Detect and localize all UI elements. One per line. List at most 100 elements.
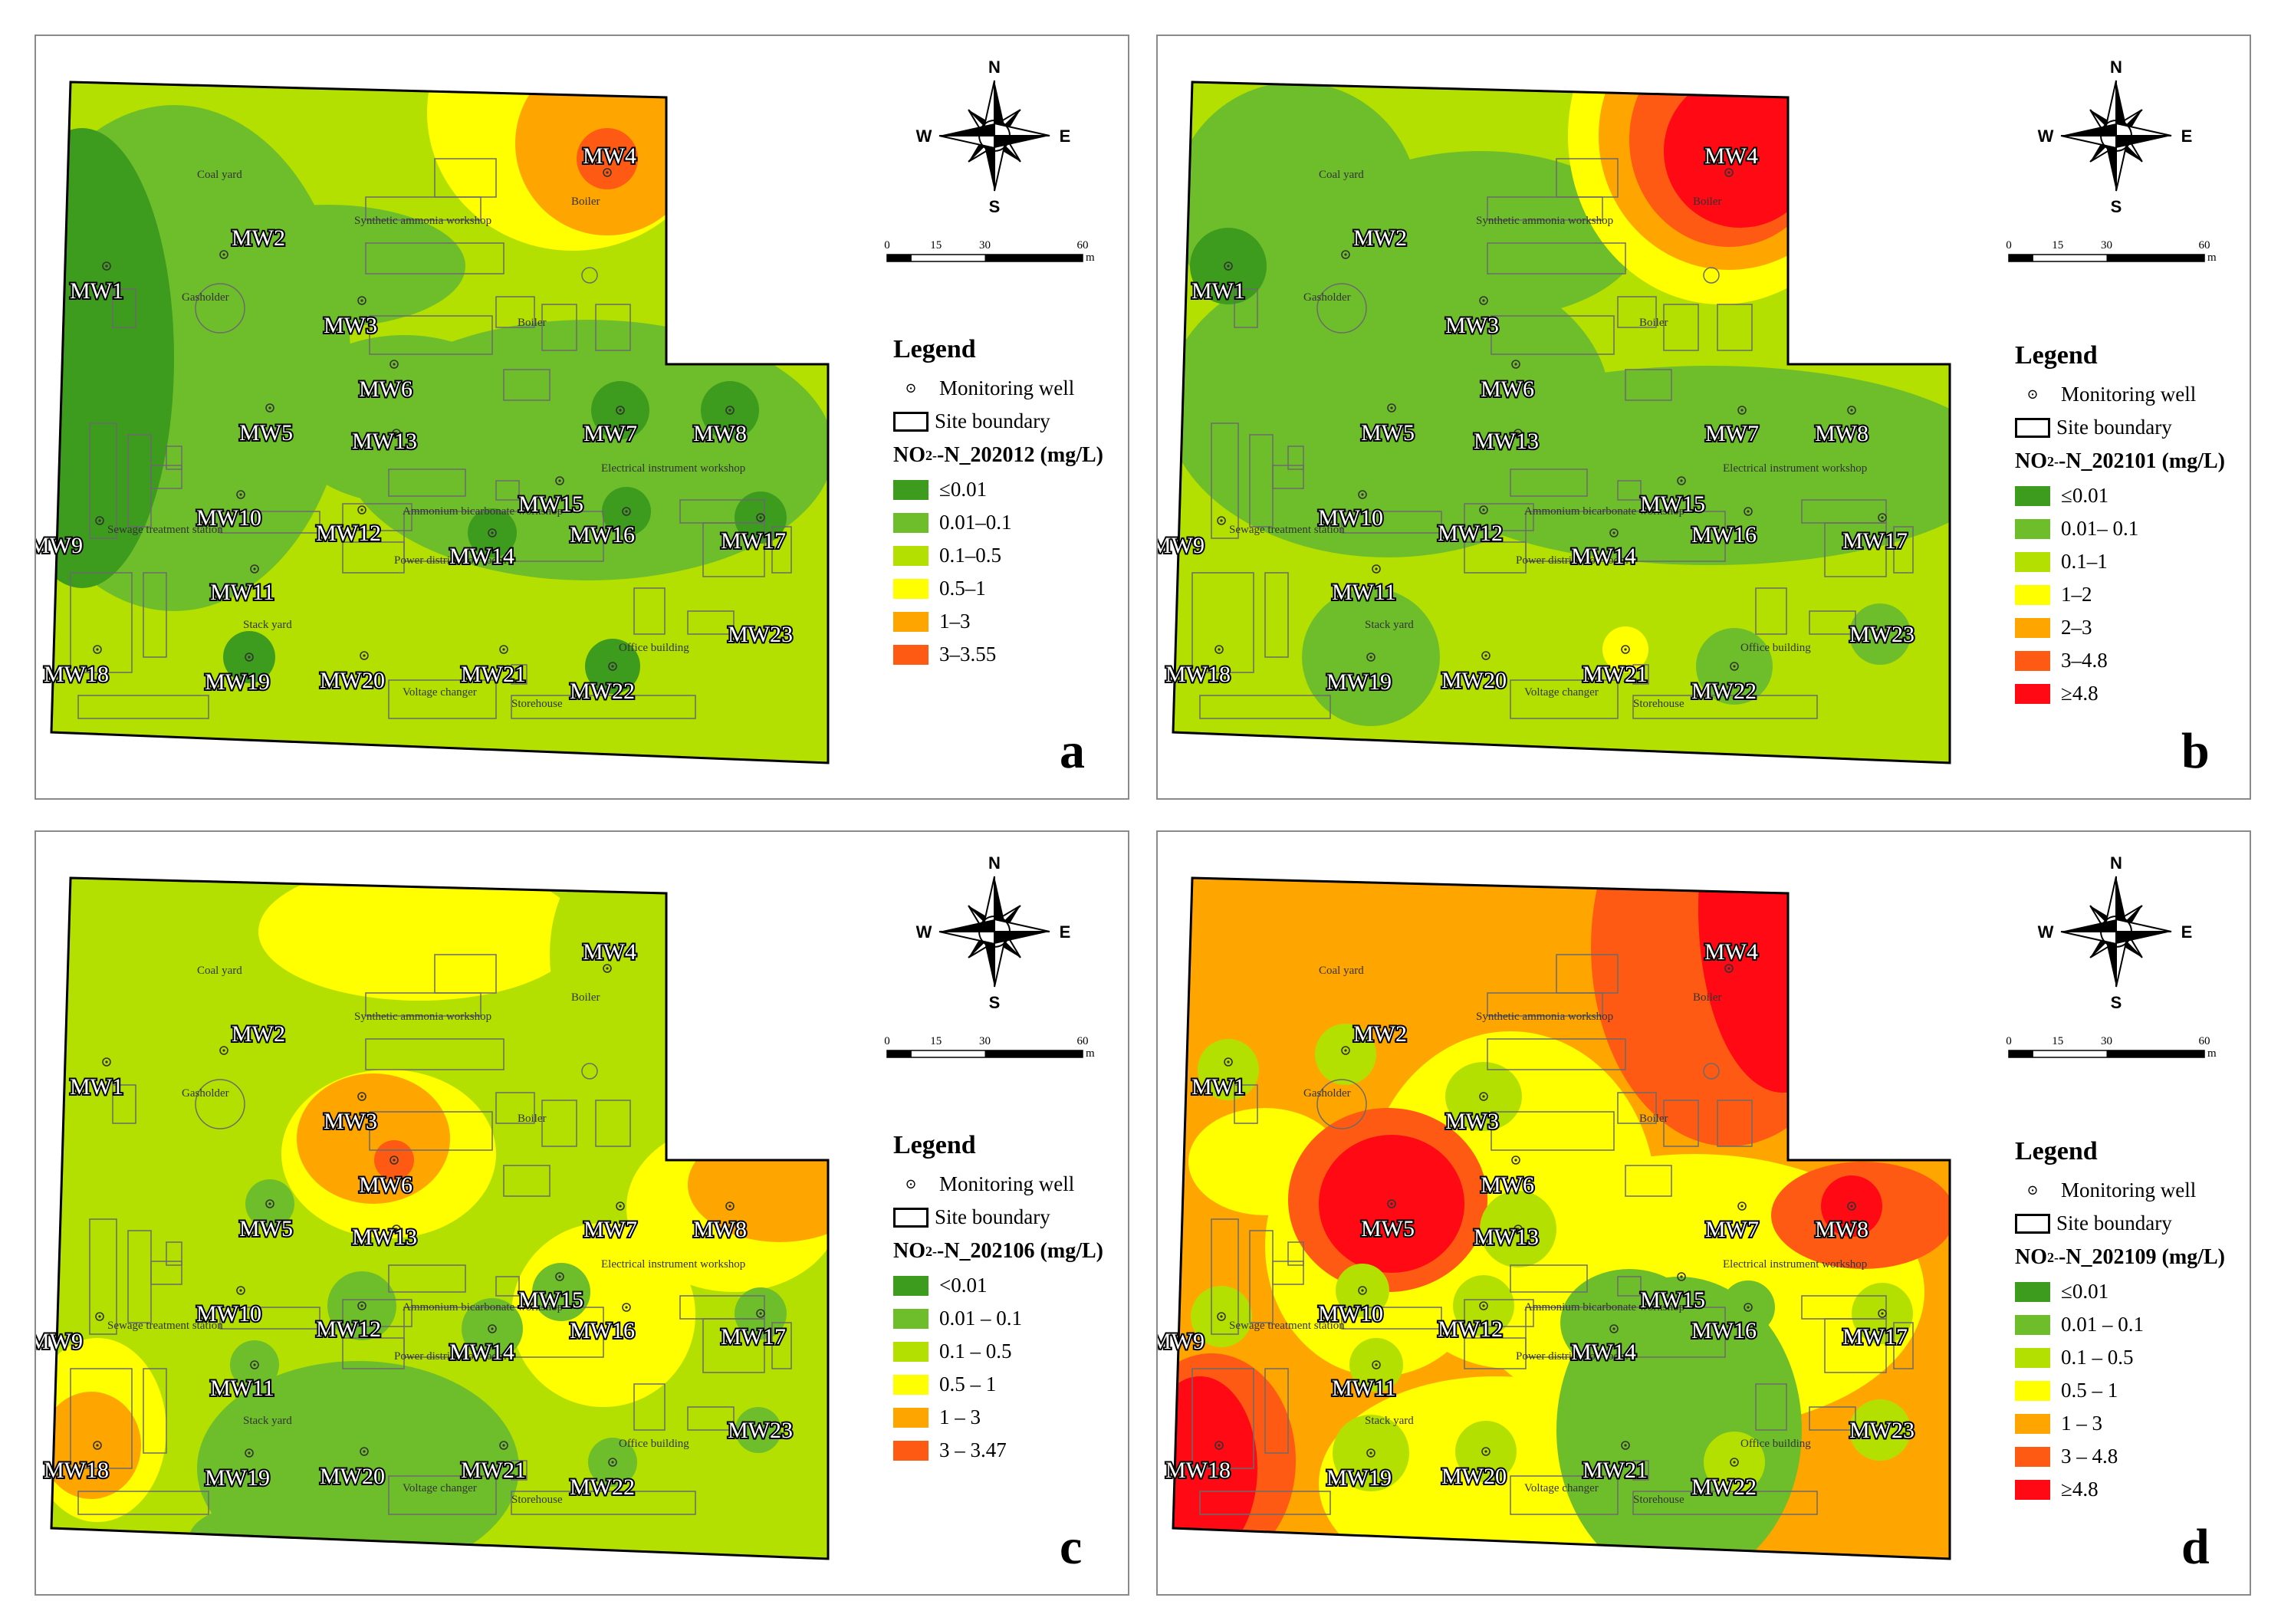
scale-bar: 0 15 30 60m — [884, 1035, 1095, 1060]
monitoring-well-dot — [239, 1289, 242, 1292]
legend-class-label: ≥4.8 — [2061, 682, 2099, 705]
monitoring-well-icon — [1479, 1301, 1488, 1310]
building-outline — [495, 296, 535, 328]
monitoring-well-icon — [1481, 1447, 1491, 1456]
legend-swatch — [2015, 1347, 2050, 1368]
legend-swatch — [893, 1341, 929, 1362]
monitoring-well-dot — [619, 1205, 622, 1208]
monitoring-well-icon — [250, 1360, 259, 1369]
well-label: MW18 — [44, 662, 109, 687]
legend-class-item: 0.01 – 0.1 — [893, 1302, 1103, 1335]
building-outline — [1632, 1491, 1818, 1515]
building-outline — [1510, 1264, 1588, 1293]
monitoring-well-dot — [363, 654, 366, 657]
monitoring-well-icon — [603, 964, 612, 973]
legend-class-label: 1–3 — [939, 610, 971, 633]
building-outline — [1617, 1276, 1642, 1297]
legend-class-label: 3–3.55 — [939, 643, 997, 666]
building-outline — [150, 1261, 182, 1285]
legend-title: Legend — [2015, 1137, 2098, 1165]
site-area-label: Voltage changer — [1524, 1482, 1599, 1494]
legend-swatch — [2015, 1446, 2050, 1467]
monitoring-well-icon — [102, 261, 111, 271]
well-label: MW13 — [352, 429, 417, 454]
building-outline — [1287, 445, 1304, 470]
building-outline — [702, 522, 765, 577]
building-outline — [1617, 480, 1642, 501]
building-outline — [1487, 1038, 1626, 1070]
site-area-label: Office building — [619, 642, 689, 654]
site-area-label: Gasholder — [182, 291, 229, 304]
well-label: MW12 — [1438, 1317, 1503, 1342]
legend-boundary: Site boundary — [893, 1201, 1103, 1234]
scale-tick-label: 60 — [2199, 1035, 2210, 1047]
well-label: MW16 — [1691, 1318, 1757, 1343]
monitoring-well-icon — [555, 1272, 564, 1281]
building-outline — [495, 1092, 535, 1124]
well-label: MW1 — [70, 1074, 123, 1100]
well-label: MW20 — [1441, 1464, 1507, 1489]
legend-swatch — [2015, 485, 2050, 506]
site-boundary — [50, 876, 830, 1560]
well-label: MW12 — [316, 521, 381, 546]
building-outline — [511, 664, 528, 685]
monitoring-well-icon — [1744, 1303, 1753, 1312]
well-label: MW6 — [1481, 376, 1534, 402]
legend-field: NO 2- -N_202101 (mg/L) — [2015, 449, 2225, 473]
well-label: MW6 — [359, 1172, 412, 1198]
well-label: MW10 — [1318, 505, 1383, 531]
legend-class-label: 0.01 – 0.1 — [2061, 1313, 2144, 1336]
site-boundary — [1172, 81, 1951, 764]
site-area-label: Ammonium bicarbonate workshop — [403, 505, 563, 518]
monitoring-well-dot — [1881, 516, 1884, 519]
well-label: MW3 — [324, 1109, 377, 1134]
building-outline — [1809, 610, 1856, 635]
monitoring-well-dot — [759, 516, 762, 519]
well-label: MW8 — [693, 421, 747, 446]
well-label: MW7 — [583, 421, 637, 446]
monitoring-well-icon — [389, 360, 399, 369]
well-symbol-icon: ⊙ — [2026, 1182, 2039, 1198]
monitoring-well-icon — [1372, 564, 1381, 574]
legend-class-item: ≥4.8 — [2015, 1473, 2225, 1506]
site-area-label: Office building — [1740, 642, 1811, 654]
site-area-label: Voltage changer — [1524, 686, 1599, 699]
monitoring-well-dot — [1369, 656, 1372, 659]
contour-zone — [532, 1263, 590, 1321]
monitoring-well-icon — [754, 630, 763, 639]
monitoring-well-dot — [1747, 1306, 1750, 1309]
legend-swatch — [893, 545, 929, 566]
site-area-label: Boiler — [1693, 196, 1722, 208]
legend-boundary: Site boundary — [893, 405, 1103, 438]
compass-letter: S — [989, 197, 1001, 216]
monitoring-well-dot — [1484, 654, 1487, 657]
well-label: MW13 — [352, 1225, 417, 1250]
building-outline — [1556, 158, 1619, 198]
monitoring-well-icon — [360, 651, 369, 660]
compass-rose-icon: N S E W — [2038, 853, 2193, 1012]
contour-zone — [343, 320, 828, 580]
well-label: MW4 — [1704, 143, 1758, 169]
monitoring-well-dot — [96, 648, 99, 651]
legend-class-item: 1 – 3 — [893, 1401, 1103, 1434]
building-outline — [1663, 1100, 1699, 1147]
well-label: MW22 — [1691, 679, 1757, 704]
legend-class-item: 1–3 — [893, 605, 1103, 638]
monitoring-well-icon — [616, 406, 625, 415]
monitoring-well-icon — [1847, 406, 1856, 415]
scale-bar: 0 15 30 60m — [2006, 1035, 2217, 1060]
building-outline — [70, 572, 133, 673]
monitoring-well-icon — [1358, 490, 1367, 499]
site-area-label: Storehouse — [1633, 698, 1684, 710]
building-outline — [503, 1165, 551, 1197]
monitoring-well-dot — [360, 1095, 363, 1098]
building-outlines — [70, 158, 792, 719]
well-label: MW17 — [721, 1324, 786, 1349]
legend-class-item: 0.1 – 0.5 — [893, 1335, 1103, 1368]
monitoring-well-dot — [1624, 648, 1627, 651]
monitoring-well-dot — [248, 656, 251, 659]
monitoring-well-icon — [1878, 1309, 1887, 1318]
monitoring-well-dot — [222, 253, 225, 256]
building-outline — [89, 1218, 117, 1335]
monitoring-well-icon — [499, 645, 508, 654]
